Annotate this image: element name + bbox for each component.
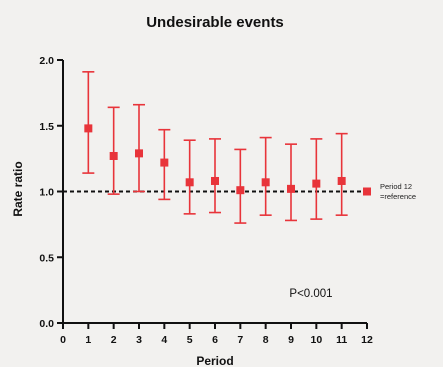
data-point [185, 178, 194, 187]
chart-title: Undesirable events [146, 14, 284, 31]
x-tick-label: 2 [111, 334, 117, 346]
data-point [337, 176, 346, 185]
y-tick-label: 1.0 [39, 187, 54, 199]
x-tick-label: 12 [361, 334, 373, 346]
x-tick-label: 4 [161, 334, 167, 346]
x-tick-label: 3 [136, 334, 142, 346]
data-point [109, 151, 118, 160]
data-point [236, 186, 245, 195]
data-marks [82, 71, 371, 224]
data-point [211, 176, 219, 185]
data-point [261, 178, 270, 187]
x-tick-label: 5 [187, 334, 193, 346]
y-tick-label: 0.0 [39, 318, 54, 330]
data-point [312, 179, 321, 188]
x-tick-label: 7 [237, 334, 243, 346]
x-tick-label: 10 [310, 334, 322, 346]
reference-note-line-2: =reference [380, 192, 416, 201]
data-point [363, 187, 371, 196]
x-tick-label: 0 [60, 334, 66, 346]
x-tick-label: 1 [85, 334, 91, 346]
y-tick-label: 0.5 [39, 252, 54, 264]
y-tick-label: 2.0 [39, 55, 54, 67]
data-point [160, 158, 169, 167]
p-value-annotation: P<0.001 [289, 288, 332, 300]
reference-note-line-1: Period 12 [380, 182, 412, 191]
x-tick-label: 8 [263, 334, 269, 346]
y-axis-label: Rate ratio [11, 161, 25, 216]
x-tick-label: 11 [336, 334, 347, 346]
y-tick-label: 1.5 [39, 121, 54, 133]
data-point [135, 149, 143, 158]
data-point [287, 184, 295, 193]
data-point [84, 124, 93, 133]
x-tick-label: 9 [288, 334, 294, 346]
x-tick-label: 6 [212, 334, 218, 346]
axes: 0.00.51.01.52.00 1 2 3 4 5 6 7 8 9 10 11 12 [39, 55, 373, 346]
x-axis-label: Period [196, 354, 233, 367]
